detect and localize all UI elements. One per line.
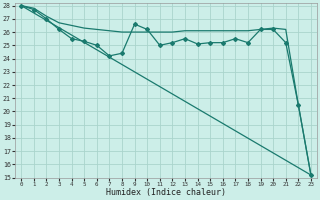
X-axis label: Humidex (Indice chaleur): Humidex (Indice chaleur) xyxy=(106,188,226,197)
